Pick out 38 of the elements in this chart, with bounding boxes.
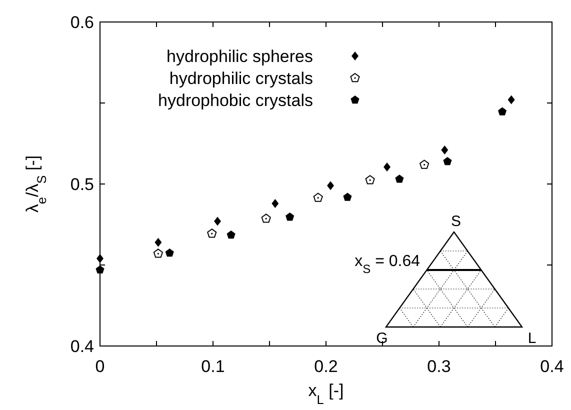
- point: [96, 265, 104, 274]
- annotation: G: [376, 330, 388, 347]
- legend-label: hydrophilic spheres: [166, 47, 313, 66]
- x-tick-label: 0: [95, 357, 105, 376]
- point: [207, 228, 217, 238]
- point: [272, 198, 279, 208]
- point: [441, 145, 448, 154]
- point: [153, 248, 163, 258]
- y-tick-label: 0.6: [70, 13, 94, 32]
- annotation: x$_{S}$ = 0.64: [354, 253, 420, 276]
- point: [508, 95, 515, 104]
- x-tick-label: 0.4: [540, 357, 564, 376]
- point: [365, 175, 375, 184]
- point: [261, 214, 271, 223]
- x-axis-title: x$_{L}$ [-]: [308, 381, 344, 406]
- point: [154, 238, 162, 247]
- legend-label: hydrophobic crystals: [158, 91, 313, 110]
- x-tick-label: 0.3: [427, 357, 451, 376]
- x-tick-label: 0.2: [314, 357, 338, 376]
- y-tick-label: 0.5: [70, 175, 94, 194]
- point: [327, 181, 334, 190]
- point: [420, 160, 430, 169]
- point: [165, 248, 174, 257]
- point: [226, 230, 236, 239]
- point: [343, 192, 352, 201]
- x-tick-label: 0.1: [201, 357, 225, 376]
- point: [313, 192, 323, 202]
- point: [443, 156, 452, 166]
- y-tick-label: 0.4: [70, 337, 94, 356]
- annotation: S: [450, 213, 462, 230]
- point: [384, 162, 391, 172]
- legend-label: hydrophilic crystals: [169, 69, 313, 88]
- point: [498, 107, 507, 116]
- annotation: L: [528, 330, 536, 347]
- point: [96, 254, 104, 264]
- point: [395, 174, 404, 183]
- point: [214, 216, 222, 226]
- point: [286, 212, 294, 221]
